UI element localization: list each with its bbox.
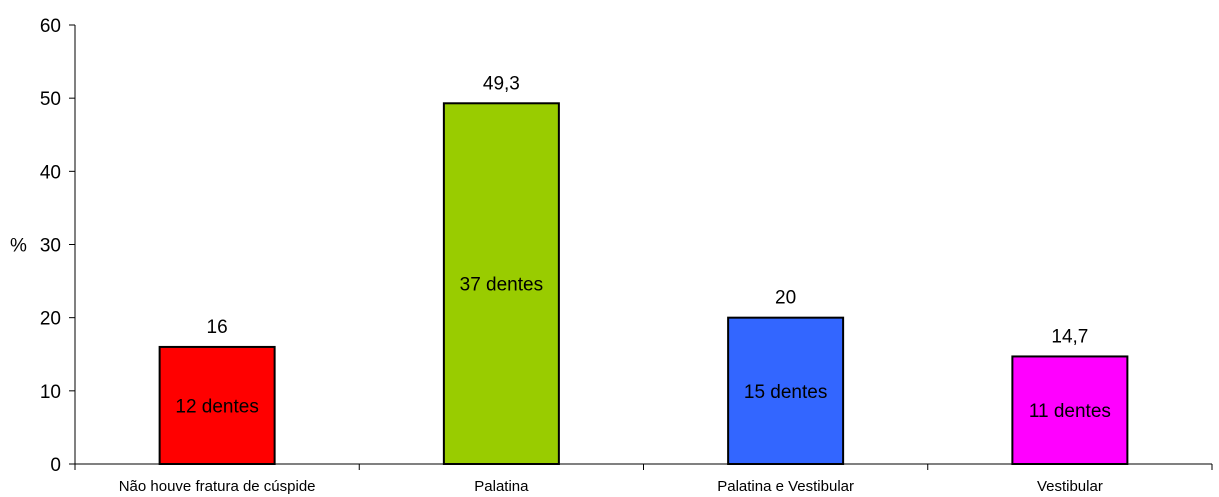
- bar-count-label: 12 dentes: [175, 396, 258, 417]
- bar: [158, 345, 276, 465]
- y-tick-label: 30: [40, 236, 61, 257]
- y-tick-label: 60: [40, 16, 61, 37]
- x-axis: Não houve fratura de cúspide Palatina Pala…: [74, 463, 1213, 495]
- y-tick-label: 0: [50, 455, 61, 476]
- y-axis: 0 10 20 30 40 50 60%: [10, 16, 76, 476]
- category-label: Palatina: [474, 478, 529, 495]
- bar: [442, 102, 560, 465]
- bar: [727, 316, 845, 465]
- category-label: Palatina e Vestibular: [717, 478, 854, 495]
- bar-count-label: 37 dentes: [460, 275, 543, 296]
- bar-count-label: 15 dentes: [744, 382, 827, 403]
- value-label: 16: [207, 317, 228, 338]
- value-label: 14,7: [1051, 326, 1088, 347]
- data-labels: 16 12 dentes 49,3 37 dentes 20 15 dentes 14,7 1…: [175, 73, 1111, 422]
- value-label: 49,3: [483, 73, 520, 94]
- bar-count-label: 11 dentes: [1029, 401, 1111, 422]
- bars: [158, 102, 1129, 466]
- category-label: Vestibular: [1037, 478, 1103, 495]
- category-label: Não houve fratura de cúspide: [119, 478, 316, 495]
- y-tick-label: 40: [40, 162, 61, 183]
- y-tick-label: 50: [40, 89, 61, 110]
- value-label: 20: [775, 288, 796, 309]
- y-tick-label: 20: [40, 309, 61, 330]
- y-tick-label: 10: [40, 382, 61, 403]
- y-axis-label: %: [10, 236, 27, 257]
- bar: [1011, 355, 1129, 466]
